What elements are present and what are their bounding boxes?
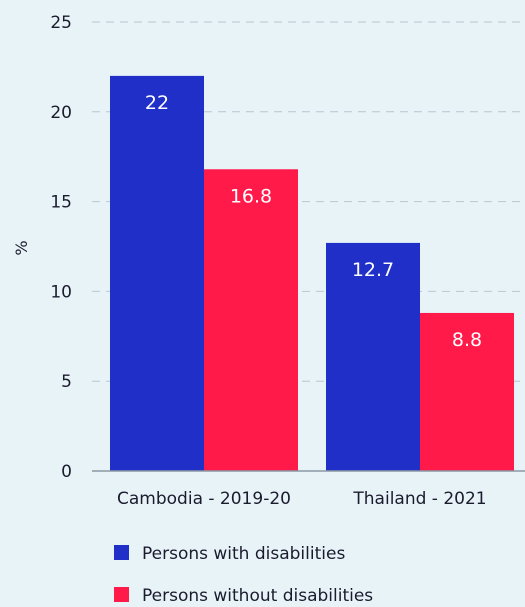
bar-data-label: 8.8: [452, 329, 482, 351]
bar: [110, 75, 204, 471]
y-tick-label: 20: [50, 103, 72, 123]
x-tick-label: Thailand - 2021: [352, 489, 486, 509]
legend-label: Persons without disabilities: [142, 586, 373, 606]
legend-swatch: [114, 587, 129, 602]
y-tick-label: 25: [50, 13, 72, 33]
y-tick-label: 5: [61, 372, 72, 392]
y-axis-label: %: [12, 240, 31, 255]
bar-data-label: 12.7: [352, 259, 394, 281]
bar: [420, 312, 514, 471]
bar: [204, 169, 298, 471]
bar: [326, 242, 420, 471]
bars: 22 16.8 12.7 8.8: [110, 75, 514, 471]
y-axis-ticks: 0 5 10 15 20 25: [50, 13, 72, 482]
x-axis-categories: Cambodia - 2019-20 Thailand - 2021: [117, 489, 487, 509]
legend: Persons with disabilities Persons without…: [114, 544, 373, 606]
legend-swatch: [114, 545, 129, 560]
y-tick-label: 15: [50, 193, 72, 213]
legend-label: Persons with disabilities: [142, 544, 345, 564]
y-tick-label: 0: [61, 462, 72, 482]
x-tick-label: Cambodia - 2019-20: [117, 489, 291, 509]
bar-data-label: 22: [145, 92, 169, 114]
bar-data-label: 16.8: [230, 185, 272, 207]
y-tick-label: 10: [50, 282, 72, 302]
